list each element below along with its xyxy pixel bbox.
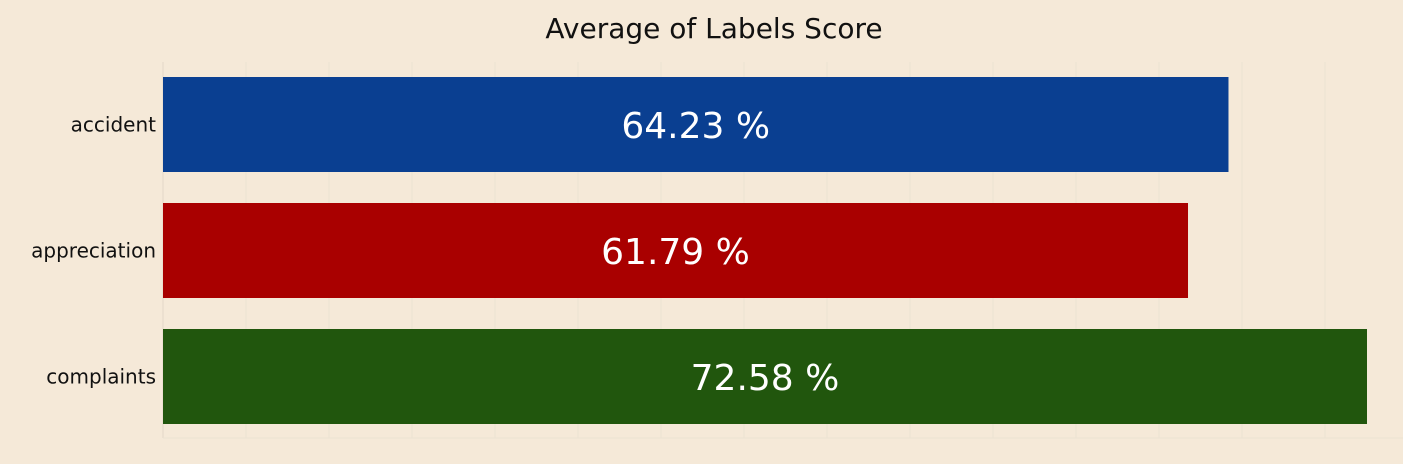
value-label-accident: 64.23 %: [621, 106, 770, 147]
bar-appreciation[interactable]: [163, 203, 1189, 298]
category-label-complaints: complaints: [46, 365, 156, 389]
bar-accident[interactable]: [163, 77, 1229, 172]
value-label-appreciation: 61.79 %: [601, 232, 750, 273]
category-label-appreciation: appreciation: [31, 239, 156, 263]
bars: accident 64.23 % appreciation 61.79 % compla…: [31, 77, 1367, 424]
bar-complaints[interactable]: [163, 329, 1367, 424]
chart-title: Average of Labels Score: [545, 12, 883, 45]
value-label-complaints: 72.58 %: [691, 358, 840, 399]
category-label-accident: accident: [71, 113, 156, 137]
